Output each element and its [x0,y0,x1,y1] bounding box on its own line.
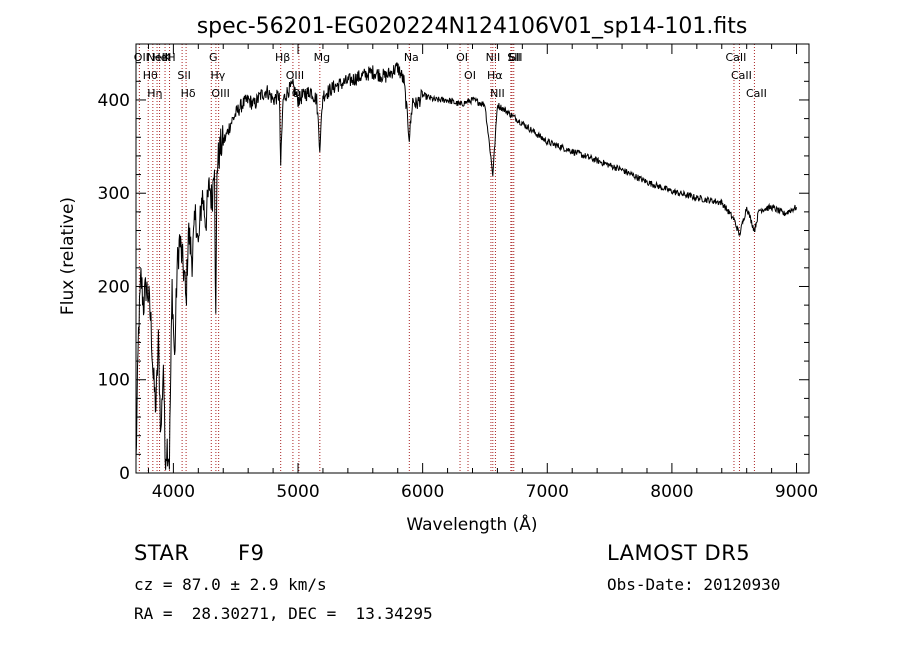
x-tick-label-3: 7000 [526,482,569,502]
survey-name: LAMOST DR5 [607,541,751,565]
spectral-line-label-22: Li [508,51,517,64]
ra-dec: RA = 28.30271, DEC = 13.34295 [134,604,433,623]
y-tick-label-3: 300 [98,184,130,204]
object-subclass: F9 [238,541,265,565]
x-tick-label-2: 6000 [401,482,444,502]
x-tick-label-0: 4000 [152,482,195,502]
spectral-line-label-21: NII [490,87,505,100]
x-tick-label-5: 9000 [775,482,818,502]
object-class: STAR [134,541,190,565]
spectral-line-label-1: Hθ [143,69,158,82]
x-tick-label-1: 5000 [276,482,319,502]
spectral-line-label-18: OI [464,69,476,82]
spectral-line-label-27: CaII [746,87,767,100]
spectral-line-label-17: OI [456,51,468,64]
spectral-line-label-7: SII [177,69,190,82]
spectral-line-label-12: Hβ [275,51,290,64]
spectral-line-label-0: OII [134,51,149,64]
spectral-line-label-23: SII [507,51,520,64]
spectrum-series [135,62,797,470]
x-tick-label-4: 8000 [650,482,693,502]
redshift-cz: cz = 87.0 ± 2.9 km/s [134,575,327,594]
y-tick-label-2: 200 [98,277,130,297]
x-axis-label: Wavelength (Å) [406,513,537,535]
spectral-line-label-10: Hγ [210,69,225,82]
spectrum-line-0 [135,62,797,470]
spectral-line-label-5: K [163,51,171,64]
y-tick-label-1: 100 [98,371,130,391]
spectral-line-label-15: Mg [314,51,330,64]
chart-title: spec-56201-EG020224N124106V01_sp14-101.f… [197,14,748,39]
x-axis-ticks: 4000 5000 6000 7000 8000 9000 [147,44,818,502]
observation-date: Obs-Date: 20120930 [607,575,781,594]
spectral-line-label-24: SII [509,51,522,64]
spectral-line-label-8: Hδ [181,87,196,100]
spectral-line-label-9: G [209,51,218,64]
y-tick-label-0: 0 [119,464,130,484]
spectral-line-label-26: CaII [731,69,752,82]
spectral-line-label-6: H [167,51,175,64]
spectral-line-label-4: HeI [152,51,170,64]
spectral-line-label-11: OIII [211,87,229,100]
y-axis-ticks: 0 100 200 300 400 [98,62,809,484]
y-axis-label: Flux (relative) [58,197,78,315]
spectral-line-label-2: Hη [147,87,162,100]
spectral-line-label-3: NeIII [147,51,172,64]
spectral-line-label-25: CaII [726,51,747,64]
spectral-line-label-13: OIII [286,69,304,82]
spectral-line-label-16: Na [404,51,419,64]
spectral-line-markers: OIIHθHηNeIIIHeIKHSIIHδGHγOIIIHβOIIIOIIIM… [134,44,767,473]
spectral-line-label-19: NII [486,51,501,64]
y-tick-label-4: 400 [98,91,130,111]
spectral-line-label-20: Hα [487,69,503,82]
